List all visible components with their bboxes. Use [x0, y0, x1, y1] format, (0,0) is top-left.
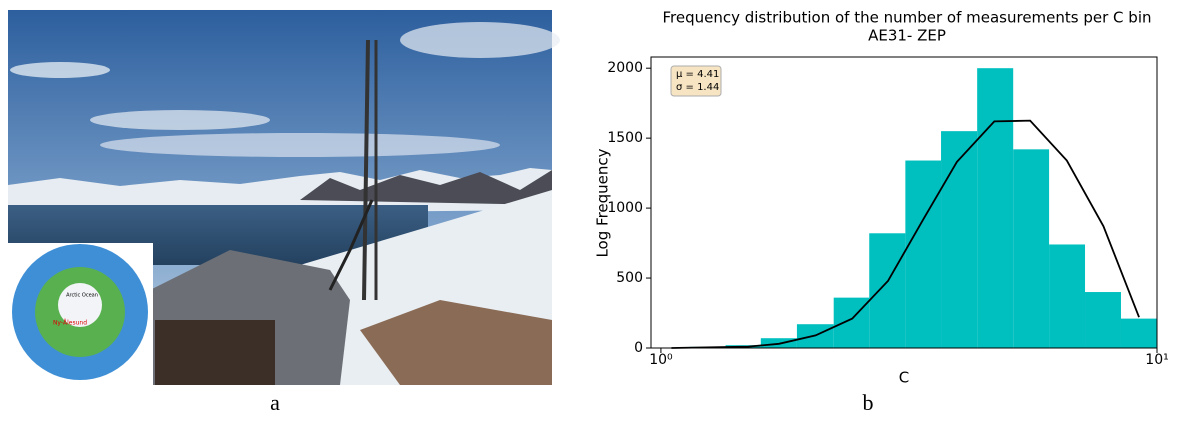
bar [1121, 319, 1157, 348]
bar [869, 233, 905, 348]
chart-title: Frequency distribution of the number of … [662, 9, 1151, 27]
bar [1049, 244, 1085, 348]
bar [977, 68, 1013, 348]
panel-label: a [270, 390, 280, 415]
x-tick-label: 10⁰ [649, 352, 673, 368]
annotation: μ = 4.41 [676, 69, 719, 80]
y-tick-label: 500 [616, 270, 643, 286]
chart-subtitle: AE31- ZEP [868, 27, 946, 45]
panel-label: b [863, 390, 874, 415]
map-label: Ny-Ålesund [53, 320, 87, 327]
y-tick-label: 0 [634, 340, 643, 356]
bar [905, 161, 941, 348]
y-tick-label: 2000 [607, 60, 643, 76]
station-wall [155, 320, 275, 385]
y-tick-label: 1000 [607, 200, 643, 216]
y-tick-label: 1500 [607, 130, 643, 146]
bar [1085, 292, 1121, 348]
annotation: σ = 1.44 [676, 82, 719, 93]
cloud [100, 133, 500, 157]
cloud [90, 110, 270, 130]
page: Arctic Ocean Ny-Ålesund a b Frequency di… [0, 0, 1203, 422]
cloud [10, 62, 110, 78]
map-label: Arctic Ocean [66, 293, 98, 299]
figure: Arctic Ocean Ny-Ålesund a b Frequency di… [0, 0, 1203, 418]
x-axis-label: C [899, 369, 909, 387]
cloud [400, 22, 560, 58]
bar [941, 131, 977, 348]
photo: Arctic Ocean Ny-Ålesund [8, 10, 560, 385]
bar [1013, 149, 1049, 348]
x-tick-label: 10¹ [1145, 352, 1168, 368]
